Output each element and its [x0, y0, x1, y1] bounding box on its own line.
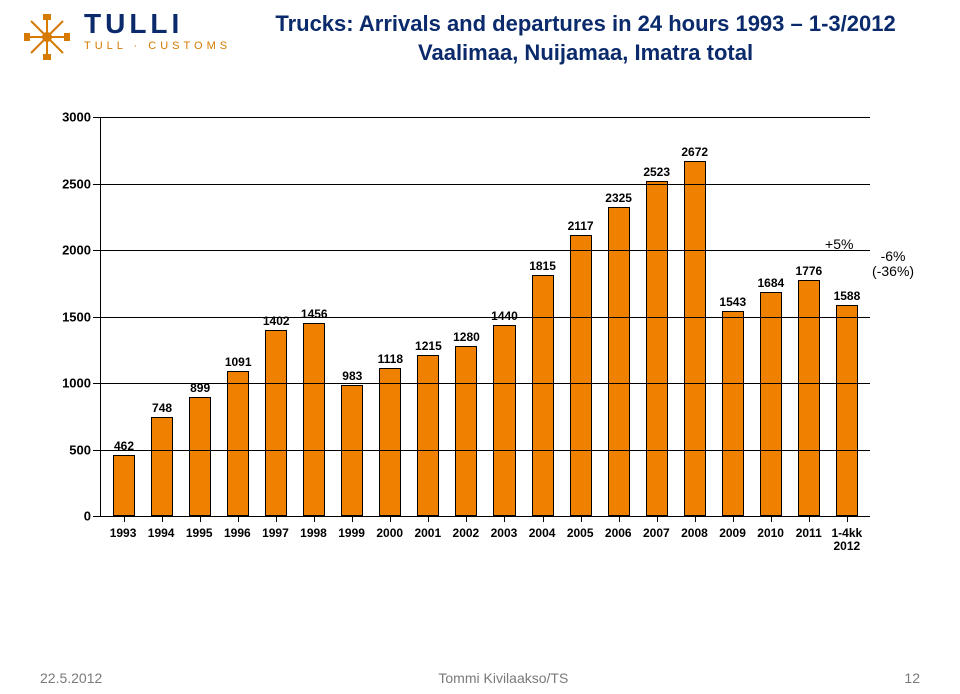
x-axis-label: 1999 — [333, 521, 371, 557]
x-axis-label: 2007 — [637, 521, 675, 557]
bar-value-label: 1091 — [225, 355, 252, 369]
bar-value-label: 1440 — [491, 309, 518, 323]
y-axis-label: 1500 — [46, 309, 91, 324]
y-tick — [93, 117, 101, 118]
y-tick — [93, 516, 101, 517]
x-axis-label: 2010 — [752, 521, 790, 557]
bar — [379, 368, 401, 517]
bar — [493, 325, 515, 517]
y-axis-label: 0 — [46, 509, 91, 524]
bar — [684, 161, 706, 516]
y-axis-label: 3000 — [46, 110, 91, 125]
bar — [151, 417, 173, 516]
title-line-2: Vaalimaa, Nuijamaa, Imatra total — [231, 39, 940, 68]
grid-line — [101, 317, 870, 318]
grid-line — [101, 184, 870, 185]
x-axis-label: 2004 — [523, 521, 561, 557]
x-axis-label: 1993 — [104, 521, 142, 557]
chart-annotation: +5% — [825, 236, 853, 252]
bar-value-label: 2117 — [568, 219, 594, 233]
x-axis-label: 2001 — [409, 521, 447, 557]
y-axis-label: 500 — [46, 442, 91, 457]
x-axis-label: 1995 — [180, 521, 218, 557]
footer-author: Tommi Kivilaakso/TS — [438, 670, 568, 686]
y-tick — [93, 184, 101, 185]
footer: 22.5.2012 Tommi Kivilaakso/TS 12 — [0, 670, 960, 686]
brand-sub: TULL · CUSTOMS — [84, 40, 231, 52]
bar — [303, 323, 325, 517]
header: TULLI TULL · CUSTOMS Trucks: Arrivals an… — [0, 0, 960, 67]
bar — [798, 280, 820, 516]
bar — [265, 330, 287, 516]
title-line-1: Trucks: Arrivals and departures in 24 ho… — [231, 10, 940, 39]
y-tick — [93, 450, 101, 451]
grid-line — [101, 383, 870, 384]
x-axis-label: 1-4kk2012 — [828, 521, 866, 557]
bar-value-label: 1456 — [301, 307, 328, 321]
bar — [760, 292, 782, 516]
bar — [836, 305, 858, 516]
footer-date: 22.5.2012 — [40, 670, 102, 686]
x-axis-label: 2011 — [790, 521, 828, 557]
x-axis-labels: 1993199419951996199719981999200020012002… — [100, 521, 870, 557]
bar — [570, 235, 592, 517]
y-axis-label: 1000 — [46, 376, 91, 391]
tulli-logo — [20, 10, 74, 64]
footer-page: 12 — [904, 670, 920, 686]
x-axis-label: 2000 — [371, 521, 409, 557]
x-axis-label: 1996 — [218, 521, 256, 557]
bar-value-label: 1118 — [378, 352, 403, 366]
y-axis-label: 2000 — [46, 243, 91, 258]
brand-main: TULLI — [84, 10, 231, 38]
x-axis-label: 2008 — [675, 521, 713, 557]
y-tick — [93, 250, 101, 251]
bar-value-label: 1684 — [757, 276, 784, 290]
chart-title-block: Trucks: Arrivals and departures in 24 ho… — [231, 10, 940, 67]
bar — [189, 397, 211, 517]
bar — [227, 371, 249, 516]
plot-area: 4627488991091140214569831118121512801440… — [100, 117, 870, 517]
x-axis-label: 1994 — [142, 521, 180, 557]
y-tick — [93, 383, 101, 384]
bar — [532, 275, 554, 516]
bar — [113, 455, 135, 516]
brand: TULLI TULL · CUSTOMS — [84, 10, 231, 52]
chart: 4627488991091140214569831118121512801440… — [40, 117, 920, 557]
bar-value-label: 983 — [342, 369, 362, 383]
bar — [341, 385, 363, 516]
bar — [417, 355, 439, 517]
bar-value-label: 1280 — [453, 330, 480, 344]
grid-line — [101, 450, 870, 451]
x-axis-label: 1998 — [294, 521, 332, 557]
x-axis-label: 2009 — [714, 521, 752, 557]
bar-value-label: 1776 — [796, 264, 823, 278]
bar-value-label: 748 — [152, 401, 172, 415]
chart-annotation: -6% — [881, 248, 906, 264]
bar — [646, 181, 668, 517]
x-axis-label: 2003 — [485, 521, 523, 557]
y-axis-label: 2500 — [46, 176, 91, 191]
grid-line — [101, 117, 870, 118]
bar-value-label: 2672 — [681, 145, 708, 159]
bar-value-label: 1215 — [415, 339, 442, 353]
x-axis-label: 2005 — [561, 521, 599, 557]
grid-line — [101, 250, 870, 251]
bar — [722, 311, 744, 516]
bar — [608, 207, 630, 516]
bar-value-label: 2325 — [605, 191, 632, 205]
y-tick — [93, 317, 101, 318]
bar-value-label: 2523 — [643, 165, 670, 179]
bar — [455, 346, 477, 516]
chart-annotation: (-36%) — [872, 263, 914, 279]
x-axis-label: 2002 — [447, 521, 485, 557]
bar-value-label: 1815 — [529, 259, 556, 273]
bar-value-label: 1588 — [834, 289, 861, 303]
bar-value-label: 1543 — [719, 295, 746, 309]
x-axis-label: 2006 — [599, 521, 637, 557]
x-axis-label: 1997 — [256, 521, 294, 557]
